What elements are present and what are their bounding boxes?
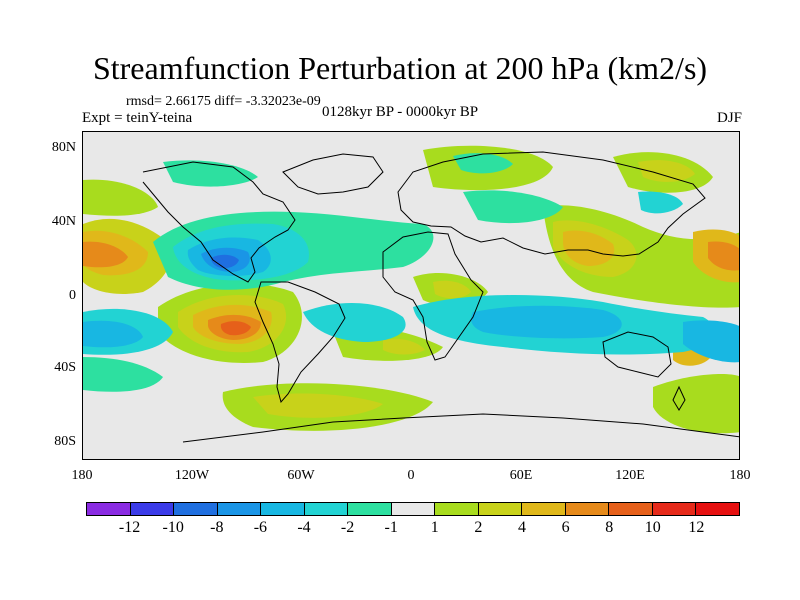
map-panel bbox=[82, 131, 740, 460]
map-title: Streamfunction Perturbation at 200 hPa (… bbox=[92, 50, 708, 86]
colorbar-label: 12 bbox=[688, 519, 705, 536]
experiment-label: Expt = teinY-teina bbox=[82, 110, 193, 126]
colorbar-box bbox=[217, 503, 262, 515]
colorbar-label: 4 bbox=[518, 519, 526, 536]
colorbar-label: -10 bbox=[162, 519, 184, 536]
colorbar-box bbox=[435, 503, 479, 515]
colorbar-box bbox=[304, 503, 349, 515]
contour-field bbox=[83, 145, 739, 443]
x-tick-label: 60E bbox=[509, 468, 533, 483]
colorbar-box bbox=[391, 503, 436, 515]
colorbar-label: -4 bbox=[297, 519, 311, 536]
y-tick-label: 80S bbox=[54, 434, 76, 449]
colorbar-label: 1 bbox=[430, 519, 439, 536]
colorbar-box bbox=[565, 503, 610, 515]
colorbar-box bbox=[174, 503, 218, 515]
colorbar-box bbox=[87, 503, 131, 515]
colorbar-label: 6 bbox=[561, 519, 570, 536]
colorbar-box bbox=[696, 503, 739, 515]
negative-anomaly-regions bbox=[83, 153, 739, 392]
x-tick-label: 120W bbox=[174, 468, 210, 483]
coastlines bbox=[142, 151, 739, 443]
x-tick-label: 180 bbox=[729, 468, 751, 483]
rmsd-label: rmsd= 2.66175 diff= -3.32023e-09 bbox=[126, 94, 321, 109]
y-tick-label: 40N bbox=[51, 214, 76, 229]
x-tick-label: 60W bbox=[287, 468, 315, 483]
colorbar-label: -1 bbox=[384, 519, 398, 536]
colorbar-label: -8 bbox=[210, 519, 224, 536]
colorbar-box bbox=[261, 503, 305, 515]
colorbar bbox=[86, 502, 740, 516]
y-tick-label: 80N bbox=[51, 140, 76, 155]
colorbar-label: -2 bbox=[340, 519, 355, 536]
y-tick-label: 40S bbox=[54, 360, 76, 375]
x-tick-label: 0 bbox=[407, 468, 415, 483]
colorbar-box bbox=[522, 503, 566, 515]
colorbar-label: 8 bbox=[605, 519, 614, 536]
colorbar-label: -12 bbox=[118, 519, 141, 536]
colorbar-box bbox=[478, 503, 523, 515]
colorbar-box bbox=[652, 503, 697, 515]
x-tick-label: 180 bbox=[71, 468, 93, 483]
season-label: DJF bbox=[716, 110, 742, 126]
colorbar-label: 10 bbox=[644, 519, 661, 536]
x-tick-label: 120E bbox=[615, 468, 645, 483]
period-label: 0128kyr BP - 0000kyr BP bbox=[322, 104, 479, 120]
colorbar-box bbox=[130, 503, 175, 515]
colorbar-box bbox=[609, 503, 653, 515]
colorbar-label: -6 bbox=[253, 519, 268, 536]
y-tick-label: 0 bbox=[69, 288, 76, 303]
positive-anomaly-regions bbox=[83, 145, 739, 434]
colorbar-label: 2 bbox=[474, 519, 483, 536]
colorbar-box bbox=[348, 503, 392, 515]
